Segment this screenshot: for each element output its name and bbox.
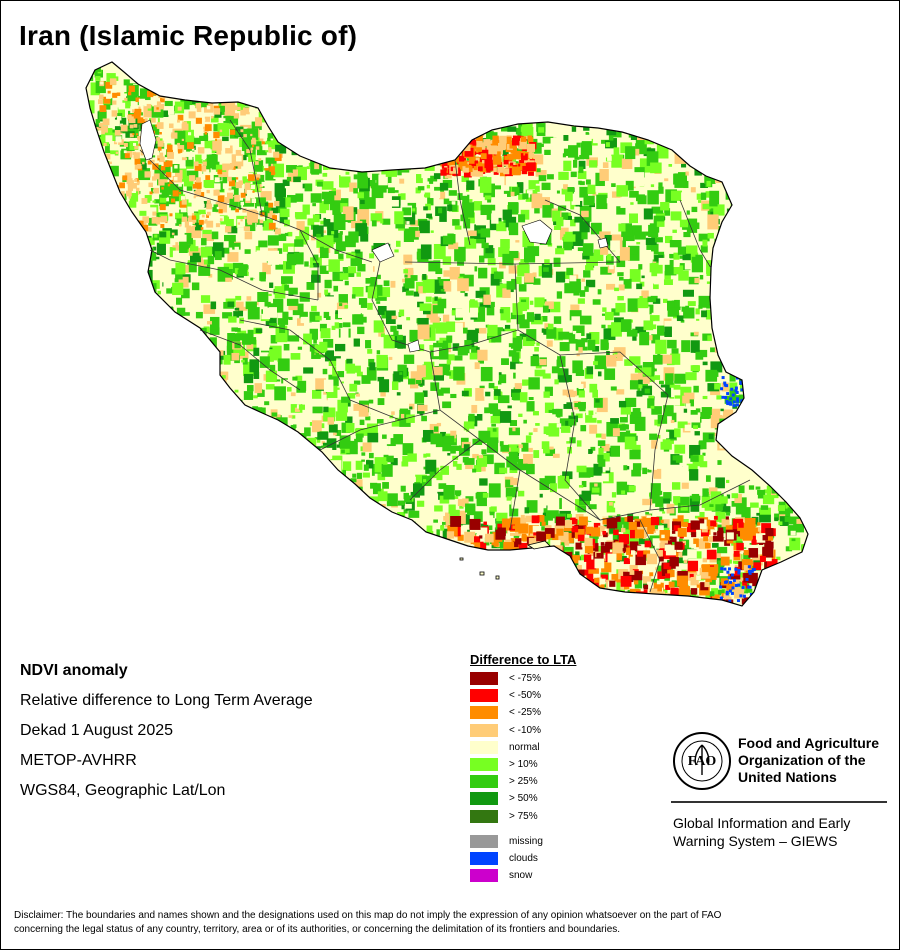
legend-swatch: [470, 869, 498, 883]
legend-swatch: [470, 809, 498, 823]
legend-item: > 50%: [470, 792, 590, 806]
islands: [459, 540, 551, 580]
legend-swatch: [470, 835, 498, 848]
legend-label: < -10%: [509, 724, 541, 736]
legend-label: normal: [509, 741, 540, 753]
legend-item: clouds: [470, 852, 590, 866]
fao-organization-name: Food and Agriculture Organization of the…: [738, 735, 879, 786]
info-description: Relative difference to Long Term Average: [20, 692, 313, 709]
fao-name-line2: Organization of the: [738, 752, 866, 768]
legend-item: > 10%: [470, 758, 590, 771]
legend-swatch: [470, 758, 498, 771]
legend-label: < -50%: [509, 690, 541, 702]
legend-swatch: [470, 689, 498, 703]
province-boundaries: [139, 119, 751, 593]
legend-item: normal: [470, 740, 590, 754]
legend-title: Difference to LTA: [470, 652, 577, 667]
legend-item: missing: [470, 835, 590, 848]
legend-swatch: [470, 706, 498, 720]
legend-label: > 50%: [509, 793, 538, 805]
legend-label: > 75%: [509, 810, 538, 822]
legend-item: < -50%: [470, 689, 590, 703]
ndvi-anomaly-map: [85, 61, 809, 607]
legend-label: > 10%: [509, 759, 538, 770]
map-title: Iran (Islamic Republic of): [19, 20, 358, 51]
info-dekad: Dekad 1 August 2025: [20, 722, 174, 739]
info-sensor: METOP-AVHRR: [20, 752, 137, 769]
legend-swatch: [470, 792, 498, 806]
legend-label: snow: [509, 870, 533, 882]
legend-label: > 25%: [509, 776, 538, 788]
legend-swatch: [470, 775, 498, 789]
legend-swatch: [470, 672, 498, 685]
legend-item: < -10%: [470, 723, 590, 737]
fao-name-line3: United Nations: [738, 769, 837, 785]
lakes: [139, 119, 609, 353]
map-info: NDVI anomaly Relative difference to Long…: [20, 656, 313, 806]
legend-item: < -25%: [470, 706, 590, 720]
info-heading: NDVI anomaly: [20, 662, 128, 679]
fao-name-line1: Food and Agriculture: [738, 735, 880, 751]
giews-line2: Warning System – GIEWS: [673, 833, 838, 849]
legend-item: > 75%: [470, 809, 590, 823]
legend-label: < -25%: [509, 707, 541, 719]
legend-item: snow: [470, 869, 590, 883]
legend-item: > 25%: [470, 775, 590, 789]
info-projection: WGS84, Geographic Lat/Lon: [20, 782, 226, 799]
disclaimer-line1: Disclaimer: The boundaries and names sho…: [14, 910, 722, 921]
legend-label: < -75%: [509, 673, 541, 684]
logo-divider: [671, 801, 887, 803]
legend-swatch: [470, 723, 498, 737]
giews-line1: Global Information and Early: [673, 815, 851, 831]
legend: Difference to LTA < -75% < -50% < -25% < -1…: [470, 652, 577, 883]
legend-swatch: [470, 740, 498, 754]
legend-item: < -75%: [470, 672, 590, 685]
disclaimer-line2: concerning the legal status of any count…: [14, 924, 621, 935]
fao-logo-letters: FAO: [688, 754, 717, 769]
legend-swatch: [470, 852, 498, 866]
disclaimer: Disclaimer: The boundaries and names sho…: [14, 909, 889, 937]
giews-name: Global Information and Early Warning Sys…: [673, 814, 850, 850]
legend-label: missing: [509, 836, 543, 847]
fao-logo: FAO: [673, 732, 731, 790]
legend-label: clouds: [509, 853, 538, 865]
country-outline: [85, 61, 809, 607]
